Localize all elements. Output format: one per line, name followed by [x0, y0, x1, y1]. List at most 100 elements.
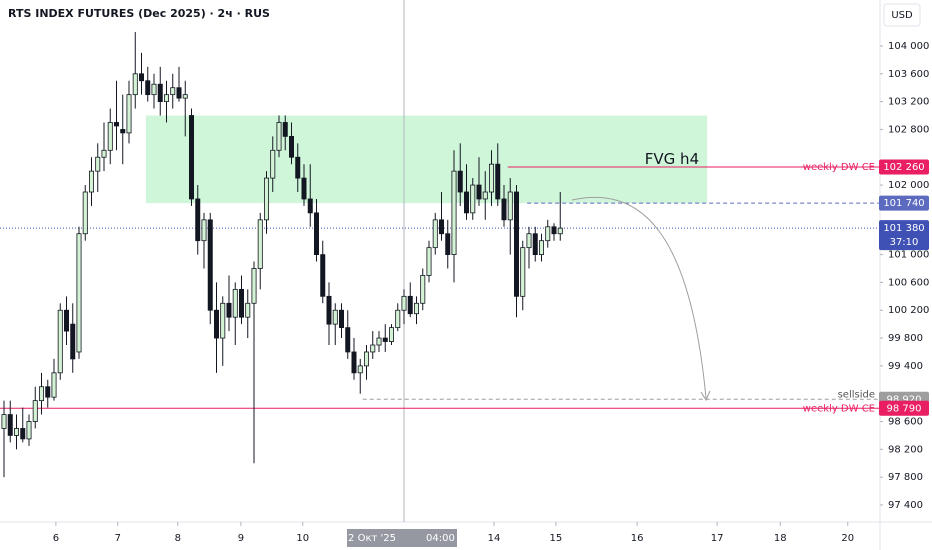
- crosshair-date: вс 12 Окт '25: [327, 533, 396, 544]
- level-name: weekly DW CE: [803, 162, 875, 173]
- candle-body: [114, 122, 120, 127]
- candle-body: [195, 198, 201, 242]
- candle-body: [76, 233, 82, 353]
- candle-body: [213, 309, 219, 339]
- candle-body: [151, 83, 157, 96]
- candle-body: [7, 414, 13, 436]
- candle-body: [295, 156, 301, 179]
- candle-body: [82, 191, 88, 235]
- candle-body: [526, 233, 532, 249]
- candle-body: [407, 295, 413, 315]
- candle-body: [551, 226, 557, 235]
- level-label: 101 740: [883, 198, 924, 209]
- y-tick-label: 97 800: [888, 472, 923, 483]
- candle-body: [170, 87, 176, 96]
- candle-body: [282, 122, 288, 137]
- candle-body: [226, 302, 232, 318]
- candle-body: [413, 302, 419, 315]
- candle-body: [26, 421, 32, 440]
- candle-body: [120, 129, 126, 134]
- last-price-box: [879, 220, 929, 251]
- x-tick-label: 15: [550, 533, 563, 544]
- candle-body: [145, 80, 151, 96]
- candle-body: [438, 219, 444, 235]
- candle-body: [138, 73, 144, 82]
- candle-body: [51, 372, 57, 398]
- candle-body: [363, 351, 369, 367]
- candle-body: [326, 295, 332, 325]
- crosshair-label-box: [347, 529, 457, 547]
- candle-body: [382, 337, 388, 342]
- candle-body: [501, 198, 507, 221]
- candle-body: [20, 428, 26, 440]
- candle-body: [39, 386, 45, 402]
- candle-body: [395, 309, 401, 329]
- x-tick-label: 9: [238, 533, 244, 544]
- x-tick-label: 14: [488, 533, 501, 544]
- candle-body: [182, 94, 188, 99]
- candle-body: [332, 309, 338, 325]
- candle-body: [520, 247, 526, 297]
- candle-body: [351, 351, 357, 374]
- candle-body: [313, 212, 319, 256]
- candle-body: [476, 184, 482, 200]
- candle-body: [276, 122, 282, 151]
- y-tick-label: 104 000: [888, 41, 929, 52]
- candle-body: [251, 268, 257, 304]
- y-tick-label: 102 800: [888, 124, 929, 135]
- x-tick-label: 20: [841, 533, 854, 544]
- candle-body: [107, 122, 113, 151]
- candle-body: [95, 156, 101, 172]
- candle-body: [132, 73, 138, 96]
- y-tick-label: 101 000: [888, 250, 929, 261]
- candle-body: [532, 233, 538, 256]
- y-tick-label: 99 800: [888, 333, 923, 344]
- candle-body: [320, 254, 326, 297]
- candle-body: [257, 219, 263, 269]
- candle-body: [176, 87, 182, 99]
- arrow-head: [700, 390, 711, 402]
- x-tick-label: 18: [774, 533, 787, 544]
- candle-body: [101, 149, 107, 158]
- candle-body: [288, 135, 294, 158]
- candle-body: [238, 288, 244, 318]
- x-tick-label: 16: [631, 533, 644, 544]
- x-tick-label: 10: [296, 533, 309, 544]
- candle-body: [57, 309, 63, 374]
- candle-body: [370, 344, 376, 353]
- candle-body: [345, 327, 351, 353]
- candle-body: [401, 295, 407, 311]
- candle-body: [463, 191, 469, 214]
- y-tick-label: 100 200: [888, 305, 929, 316]
- candle-body: [64, 309, 70, 332]
- x-tick-label: 7: [115, 533, 121, 544]
- candle-body: [432, 219, 438, 249]
- candle-body: [13, 428, 19, 436]
- candle-body: [188, 115, 194, 200]
- level-label: 98 790: [887, 403, 922, 414]
- y-tick-label: 98 200: [888, 444, 923, 455]
- level-name: sellside: [838, 389, 875, 400]
- candle-body: [207, 219, 213, 311]
- y-tick-label: 103 200: [888, 97, 929, 108]
- y-tick-label: 99 400: [888, 361, 923, 372]
- candle-body: [201, 219, 207, 242]
- candle-body: [357, 365, 363, 374]
- candle-body: [32, 400, 38, 422]
- candle-body: [232, 288, 238, 318]
- currency-box[interactable]: [883, 3, 921, 27]
- candle-body: [89, 170, 95, 193]
- candle-body: [495, 163, 501, 200]
- candle-body: [482, 191, 488, 200]
- candle-body: [426, 247, 432, 276]
- candle-body: [545, 226, 551, 242]
- candle-body: [1, 414, 7, 429]
- x-tick-label: 6: [53, 533, 59, 544]
- currency: USD: [891, 10, 913, 21]
- x-tick-label: 17: [711, 533, 724, 544]
- level-box: [879, 400, 929, 416]
- candle-body: [301, 177, 307, 200]
- candle-body: [445, 233, 451, 256]
